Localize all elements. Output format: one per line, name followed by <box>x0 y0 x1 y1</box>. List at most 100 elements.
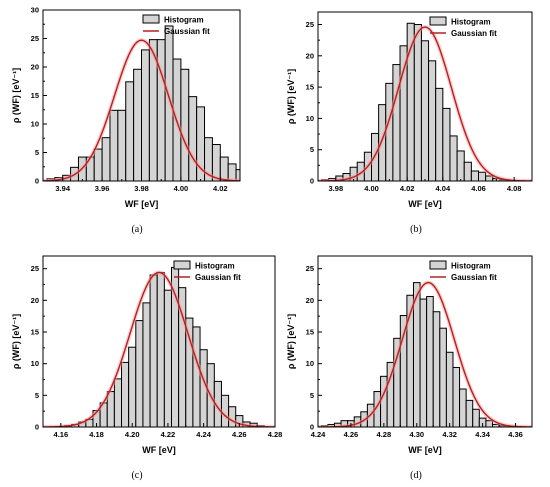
y-tick-label: 10 <box>306 114 314 123</box>
x-tick-label: 4.28 <box>377 430 392 439</box>
legend-fit-label: Gaussian fit <box>451 29 497 38</box>
histogram-bar <box>419 298 428 427</box>
histogram-bar <box>459 388 467 427</box>
histogram-bar <box>135 320 144 427</box>
histogram-bar <box>252 175 260 181</box>
histogram-bar <box>113 378 123 427</box>
legend-histogram-label: Histogram <box>451 262 491 271</box>
histogram-bar <box>121 361 130 427</box>
x-tick-label: 4.02 <box>213 184 228 193</box>
y-tick-label: 10 <box>31 120 39 129</box>
histogram-bar <box>133 68 142 181</box>
y-axis-label: ρ (WF) [eV⁻¹] <box>286 69 296 124</box>
histogram-bar <box>449 135 458 181</box>
y-tick-label: 15 <box>306 328 314 337</box>
histogram-bar <box>128 346 137 427</box>
histogram-bar <box>470 170 480 181</box>
histogram-bar <box>432 311 441 427</box>
panel-c: 4.16 4.18 4.20 4.22 4.24 4.26 4.28 0 5 10 15 20 25 WF… <box>11 255 282 481</box>
panel-caption: (d) <box>410 470 422 481</box>
panel-caption: (b) <box>410 224 422 235</box>
histogram-bar <box>439 327 447 427</box>
plot-frame <box>317 255 533 428</box>
x-tick-label: 4.18 <box>89 430 104 439</box>
y-tick-label: 15 <box>31 328 39 337</box>
gaussian-fit-line <box>318 281 532 427</box>
histogram-bar <box>435 87 444 181</box>
histogram-bar <box>463 161 472 181</box>
x-tick-label: 4.34 <box>475 430 490 439</box>
x-tick-label: 4.16 <box>54 430 69 439</box>
legend: Histogram Gaussian fit <box>173 260 241 282</box>
x-tick-label: 4.24 <box>196 430 211 439</box>
legend: Histogram Gaussian fit <box>429 260 497 282</box>
histogram-bars <box>318 280 532 427</box>
histogram-bar <box>472 408 480 427</box>
histogram-bar <box>163 289 172 427</box>
x-tick-label: 4.26 <box>232 430 247 439</box>
histogram-bar <box>117 109 127 181</box>
histogram-bar <box>244 176 252 181</box>
histogram-bar <box>478 171 487 181</box>
x-axis-label: WF [eV] <box>408 199 442 209</box>
legend-histogram-swatch <box>429 16 447 26</box>
y-tick-label: 0 <box>310 177 314 186</box>
histogram-bar <box>426 296 434 427</box>
x-tick-label: 4.04 <box>436 184 451 193</box>
x-tick-label: 3.96 <box>95 184 110 193</box>
x-tick-label: 4.02 <box>400 184 415 193</box>
legend-histogram-swatch <box>173 260 191 270</box>
panel-caption: (a) <box>131 224 142 235</box>
x-tick-label: 4.08 <box>507 184 522 193</box>
x-tick-label: 4.22 <box>161 430 176 439</box>
y-tick-label: 20 <box>306 296 314 305</box>
legend: Histogram Gaussian fit <box>429 16 497 38</box>
x-axis-label: WF [eV] <box>125 199 159 209</box>
y-tick-label: 0 <box>35 423 39 432</box>
x-tick-label: 4.00 <box>174 184 189 193</box>
y-axis-label: ρ (WF) [eV⁻¹] <box>11 314 21 369</box>
legend-fit-label: Gaussian fit <box>164 27 210 36</box>
histogram-bar <box>141 49 150 181</box>
x-tick-label: 4.20 <box>125 430 140 439</box>
histogram-bar <box>442 107 451 181</box>
legend-histogram-swatch <box>429 260 447 270</box>
histogram-bar <box>456 150 465 181</box>
x-tick-label: 4.24 <box>311 430 326 439</box>
y-tick-label: 5 <box>310 145 314 154</box>
histogram-bars <box>318 22 532 181</box>
histogram-bars <box>43 25 260 181</box>
x-tick-label: 4.00 <box>364 184 379 193</box>
y-tick-label: 20 <box>31 296 39 305</box>
histogram-bars <box>43 266 275 427</box>
y-tick-label: 30 <box>31 6 39 15</box>
x-tick-label: 4.32 <box>442 430 457 439</box>
histogram-bar <box>428 60 437 181</box>
histogram-bar <box>180 68 190 181</box>
histogram-bar <box>445 351 454 427</box>
histogram-bar <box>101 137 111 181</box>
y-tick-label: 10 <box>306 359 314 368</box>
y-tick-label: 25 <box>31 34 39 43</box>
x-axis-label: WF [eV] <box>408 445 442 455</box>
y-tick-label: 5 <box>35 391 39 400</box>
histogram-bar <box>192 326 201 427</box>
legend-histogram-swatch <box>142 14 160 24</box>
y-axis-label: ρ (WF) [eV⁻¹] <box>286 314 296 369</box>
histogram-bar <box>142 302 151 427</box>
y-tick-label: 25 <box>306 264 314 273</box>
panel-d: 4.24 4.26 4.28 4.30 4.32 4.34 4.36 0 5 10 15 20 25 WF… <box>286 255 533 481</box>
y-tick-label: 25 <box>31 264 39 273</box>
histogram-bar <box>149 274 158 427</box>
y-tick-label: 5 <box>310 391 314 400</box>
histogram-bar <box>413 24 422 181</box>
histogram-bar <box>93 148 103 181</box>
histogram-bar <box>420 40 430 181</box>
y-axis-label: ρ (WF) [eV⁻¹] <box>11 68 21 123</box>
legend-histogram-label: Histogram <box>164 16 204 25</box>
gaussian-fit-line <box>43 39 240 181</box>
legend-histogram-label: Histogram <box>451 18 491 27</box>
gaussian-fit-line <box>318 26 532 181</box>
y-tick-label: 5 <box>35 148 39 157</box>
legend-fit-label: Gaussian fit <box>195 273 241 282</box>
